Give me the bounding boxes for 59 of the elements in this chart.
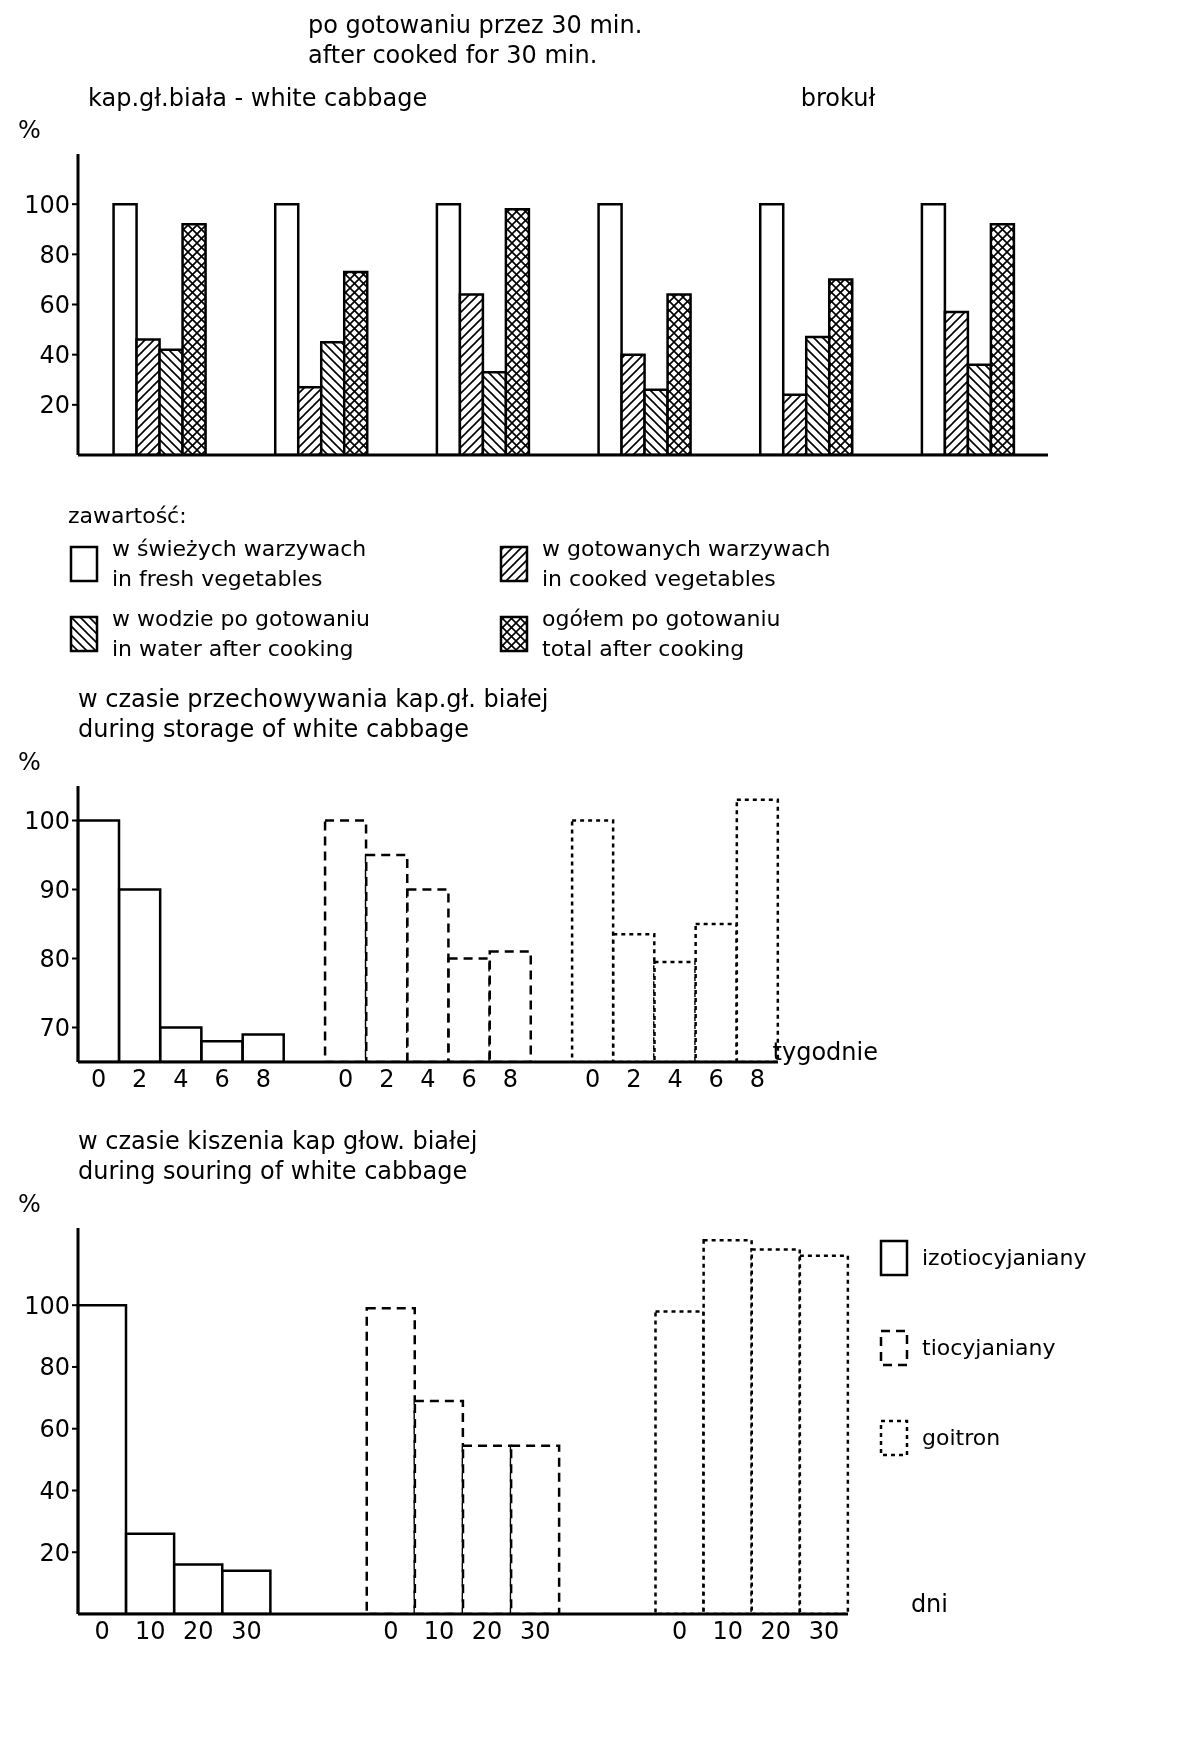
legend-label: goitron bbox=[922, 1424, 1001, 1452]
y-tick-label: 40 bbox=[39, 1477, 70, 1505]
y-tick-label: 40 bbox=[39, 341, 70, 370]
x-tick-label: 10 bbox=[423, 1617, 455, 1646]
chart-title: po gotowaniu przez 30 min. after cooked for 30 min. bbox=[308, 10, 644, 70]
y-tick-label: 20 bbox=[39, 1538, 70, 1567]
x-axis-title: dni bbox=[910, 1590, 948, 1618]
y-tick-label: 70 bbox=[39, 1014, 70, 1043]
y-axis-title: % bbox=[18, 116, 42, 144]
y-axis-title: % bbox=[18, 748, 42, 776]
x-tick-label: 6 bbox=[214, 1065, 230, 1094]
x-tick-label: 6 bbox=[708, 1065, 724, 1094]
y-tick-label: 100 bbox=[24, 1291, 70, 1320]
legend-label: w gotowanych warzywach in cooked vegetables bbox=[542, 535, 831, 593]
chart-title: w czasie kiszenia kap głow. białej during souring of white cabbage bbox=[78, 1126, 479, 1186]
x-tick-label: 6 bbox=[461, 1065, 477, 1094]
y-tick-label: 100 bbox=[24, 190, 70, 219]
y-tick-label: 100 bbox=[24, 807, 70, 836]
y-tick-label: 60 bbox=[39, 291, 70, 320]
x-axis-title: tygodnie bbox=[772, 1038, 878, 1066]
x-tick-label: 30 bbox=[519, 1617, 551, 1646]
x-tick-label: 0 bbox=[94, 1617, 110, 1646]
x-tick-label: 4 bbox=[420, 1065, 436, 1094]
x-tick-label: 0 bbox=[671, 1617, 688, 1646]
x-tick-label: 30 bbox=[808, 1617, 840, 1646]
x-tick-label: 20 bbox=[471, 1617, 503, 1646]
x-tick-label: 20 bbox=[760, 1617, 792, 1646]
y-tick-label: 80 bbox=[39, 945, 70, 974]
legend-label: tiocyjaniany bbox=[922, 1334, 1056, 1362]
x-tick-label: 2 bbox=[132, 1065, 148, 1094]
x-tick-label: 0 bbox=[90, 1065, 107, 1094]
legend-label: ogółem po gotowaniu total after cooking bbox=[542, 605, 781, 663]
x-tick-label: 30 bbox=[231, 1617, 262, 1646]
x-tick-label: 0 bbox=[383, 1617, 399, 1646]
x-tick-label: 8 bbox=[255, 1065, 271, 1094]
x-tick-label: 2 bbox=[626, 1065, 642, 1094]
x-tick-label: 20 bbox=[183, 1617, 214, 1646]
x-tick-label: 4 bbox=[173, 1065, 189, 1094]
chart-title: w czasie przechowywania kap.gł. białej during storage of white cabbage bbox=[78, 684, 550, 744]
y-tick-label: 20 bbox=[39, 391, 70, 420]
y-tick-label: 90 bbox=[39, 876, 70, 905]
y-tick-label: 80 bbox=[39, 1353, 70, 1382]
legend-label: w świeżych warzywach in fresh vegetables bbox=[112, 535, 367, 593]
x-tick-label: 10 bbox=[712, 1617, 743, 1646]
y-tick-label: 80 bbox=[39, 240, 70, 269]
legend-label: w wodzie po gotowaniu in water after cooking bbox=[112, 605, 370, 663]
text: kap.gł.biała - white cabbage bbox=[88, 84, 429, 112]
x-tick-label: 0 bbox=[338, 1065, 354, 1094]
x-tick-label: 2 bbox=[379, 1065, 395, 1094]
x-tick-label: 0 bbox=[585, 1065, 601, 1094]
x-tick-label: 8 bbox=[502, 1065, 518, 1094]
x-tick-label: 10 bbox=[134, 1617, 166, 1646]
legend-title: zawartość: bbox=[68, 502, 188, 528]
text: brokuł bbox=[799, 84, 877, 112]
x-tick-label: 8 bbox=[749, 1065, 766, 1094]
y-tick-label: 60 bbox=[39, 1415, 70, 1444]
legend-label: izotiocyjaniany bbox=[922, 1244, 1087, 1272]
y-axis-title: % bbox=[18, 1190, 42, 1218]
x-tick-label: 4 bbox=[667, 1065, 683, 1094]
